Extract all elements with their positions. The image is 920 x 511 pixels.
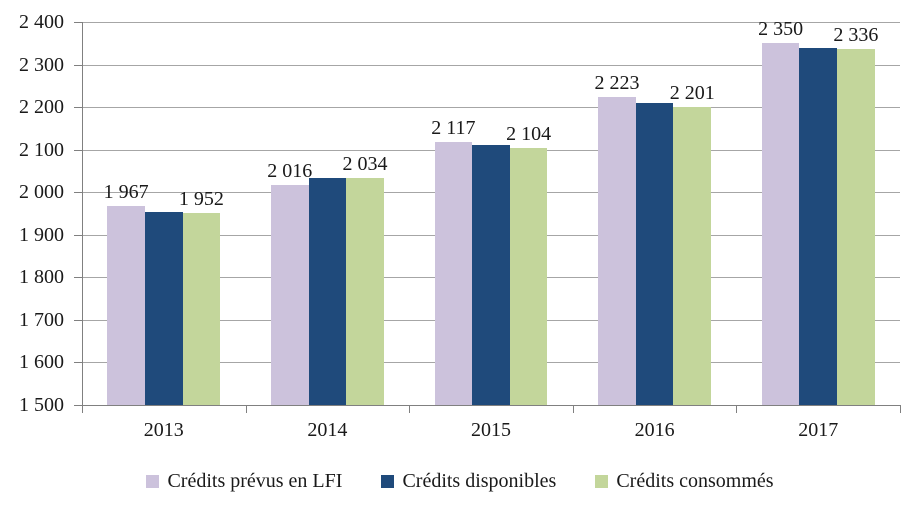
x-axis-tick: [572, 405, 574, 413]
y-axis-tick: [74, 149, 82, 151]
bar-credits-prevus-lfi-2014: [270, 185, 309, 405]
y-axis-label: 2 300: [19, 53, 64, 76]
bar-credits-disponibles-2014: [308, 178, 347, 405]
legend-label-credits-consommes: Crédits consommés: [616, 469, 774, 492]
y-axis-tick: [74, 405, 82, 406]
bar-credits-consommes-2016: [673, 106, 712, 405]
data-label-credits-prevus-lfi-2013: 1 967: [103, 181, 149, 204]
legend-swatch-lavender-icon: [146, 474, 160, 488]
bar-credits-consommes-2013: [182, 212, 221, 405]
bar-credits-consommes-2014: [346, 177, 384, 405]
data-label-credits-prevus-lfi-2016: 2 223: [594, 72, 640, 95]
bar-credits-disponibles-2013: [144, 211, 183, 405]
y-axis-line: [82, 22, 83, 406]
bar-credits-prevus-lfi-2016: [598, 97, 636, 405]
y-axis-tick: [74, 277, 82, 279]
x-axis-tick: [736, 405, 738, 413]
x-axis-tick: [409, 405, 411, 413]
x-axis-label-2017: 2017: [798, 419, 839, 441]
legend-label-credits-disponibles: Crédits disponibles: [402, 469, 557, 492]
x-axis-line: [82, 405, 900, 406]
data-label-credits-consommes-2015: 2 104: [506, 122, 552, 145]
data-label-credits-prevus-lfi-2014: 2 016: [267, 160, 313, 183]
data-label-credits-consommes-2013: 1 952: [178, 187, 224, 210]
data-label-credits-prevus-lfi-2017: 2 350: [758, 18, 804, 41]
x-axis-label-2014: 2014: [307, 419, 348, 441]
x-axis-tick: [82, 405, 83, 413]
x-axis-tick: [900, 405, 901, 413]
x-axis-label-2016: 2016: [634, 419, 675, 441]
legend-item-credits-disponibles: Crédits disponibles: [381, 470, 556, 493]
y-axis-label: 2 400: [19, 11, 64, 33]
legend-swatch-green-icon: [595, 474, 609, 488]
data-label-credits-prevus-lfi-2015: 2 117: [431, 117, 476, 140]
gridline: [82, 64, 900, 66]
y-axis-label: 2 200: [19, 96, 64, 119]
legend-label-credits-prevus-lfi: Crédits prévus en LFI: [167, 469, 343, 492]
y-axis-label: 1 900: [19, 223, 64, 246]
y-axis-tick: [74, 22, 82, 23]
y-axis-label: 1 800: [19, 266, 64, 289]
bar-credits-prevus-lfi-2015: [434, 142, 473, 405]
y-axis-tick: [74, 107, 82, 109]
legend-swatch-navy-icon: [381, 474, 395, 488]
legend: Crédits prévus en LFI Crédits disponible…: [0, 466, 920, 496]
bar-credits-consommes-2017: [837, 49, 875, 405]
x-axis-label-2013: 2013: [143, 419, 184, 441]
x-axis-label-2015: 2015: [471, 419, 511, 441]
y-axis-tick: [74, 319, 82, 321]
bar-credits-prevus-lfi-2013: [107, 206, 145, 405]
legend-item-credits-prevus-lfi: Crédits prévus en LFI: [146, 470, 342, 493]
y-axis-tick: [74, 64, 82, 66]
data-label-credits-consommes-2017: 2 336: [833, 24, 879, 47]
y-axis-tick: [74, 192, 82, 194]
data-label-credits-consommes-2016: 2 201: [669, 81, 715, 104]
bar-credits-disponibles-2017: [799, 47, 837, 405]
bar-credits-disponibles-2016: [635, 103, 674, 405]
bar-credits-disponibles-2015: [472, 145, 510, 405]
bar-credits-prevus-lfi-2017: [761, 43, 800, 405]
y-axis-tick: [74, 234, 82, 236]
legend-item-credits-consommes: Crédits consommés: [595, 469, 774, 493]
y-axis-label: 1 600: [19, 351, 64, 374]
bar-credits-consommes-2015: [509, 147, 548, 405]
y-axis-tick: [74, 362, 82, 364]
y-axis-label: 1 500: [19, 394, 64, 416]
y-axis-label: 1 700: [19, 308, 64, 331]
gridline: [82, 22, 900, 23]
data-label-credits-consommes-2014: 2 034: [342, 152, 388, 175]
y-axis-label: 2 000: [19, 181, 64, 204]
x-axis-tick: [245, 405, 247, 413]
y-axis-label: 2 100: [19, 138, 64, 161]
gridline: [82, 107, 900, 109]
